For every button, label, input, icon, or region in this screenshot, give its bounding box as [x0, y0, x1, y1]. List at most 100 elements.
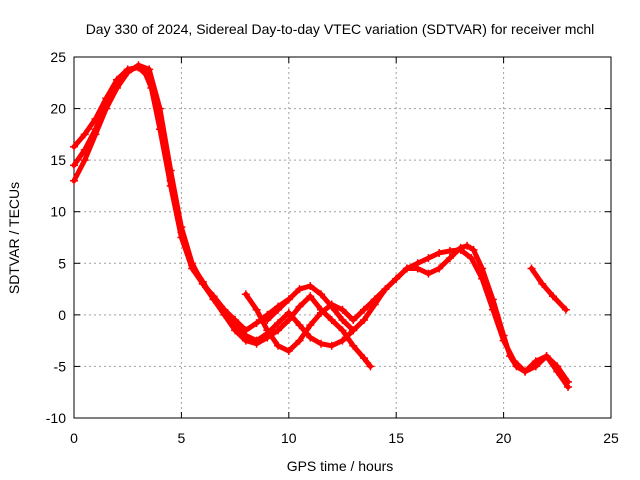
data-point — [467, 254, 476, 263]
y-tick-label: 10 — [50, 204, 66, 220]
data-point — [274, 326, 283, 335]
data-point — [134, 63, 143, 72]
data-point — [317, 339, 326, 348]
data-point — [402, 264, 411, 273]
data-point — [188, 261, 197, 270]
data-point — [198, 277, 207, 286]
data-point — [91, 125, 100, 134]
x-tick-label: 0 — [70, 430, 78, 446]
data-point — [263, 316, 272, 325]
data-point — [80, 156, 89, 165]
data-point — [220, 308, 229, 317]
axis-ticks — [73, 56, 612, 419]
data-point — [284, 316, 293, 325]
data-point — [166, 176, 175, 185]
data-point — [241, 290, 250, 299]
data-point — [521, 367, 530, 376]
data-point — [70, 161, 78, 170]
data-point — [231, 321, 240, 330]
data-point — [359, 305, 368, 314]
data-point — [317, 290, 326, 299]
data-point — [553, 362, 562, 371]
data-point — [527, 264, 536, 273]
data-point — [338, 336, 347, 345]
data-point — [413, 259, 422, 268]
data-point — [155, 114, 164, 123]
data-point — [349, 316, 358, 325]
tick-labels: 0 5 10 15 20 25 -10 -5 0 5 10 15 20 25 — [46, 49, 619, 446]
y-tick-label: 5 — [58, 255, 66, 271]
chart-title: Day 330 of 2024, Sidereal Day-to-day VTE… — [86, 21, 595, 37]
data-point — [338, 305, 347, 314]
y-tick-label: 0 — [58, 307, 66, 323]
data-point — [252, 336, 261, 345]
x-tick-label: 15 — [388, 430, 404, 446]
data-point — [445, 254, 454, 263]
data-point — [263, 326, 272, 335]
y-tick-label: -5 — [54, 358, 67, 374]
data-point — [561, 305, 570, 314]
data-point — [538, 279, 547, 288]
data-point — [349, 341, 358, 350]
y-tick-label: 25 — [50, 49, 66, 65]
series-arc-5 — [263, 245, 573, 386]
data-point — [274, 341, 283, 350]
data-point — [295, 321, 304, 330]
series-trace — [529, 265, 569, 313]
data-point — [488, 305, 497, 314]
data-point — [145, 73, 154, 82]
data-point — [327, 316, 336, 325]
data-point — [252, 319, 261, 328]
data-point — [338, 326, 347, 335]
data-point — [284, 308, 293, 317]
data-point — [392, 274, 401, 283]
data-point — [274, 319, 283, 328]
data-point — [456, 245, 465, 254]
y-tick-label: 15 — [50, 152, 66, 168]
x-tick-label: 20 — [496, 430, 512, 446]
data-point — [381, 285, 390, 294]
data-point — [123, 66, 132, 75]
data-point — [327, 302, 336, 311]
x-axis-title: GPS time / hours — [287, 458, 394, 474]
data-point — [463, 241, 472, 250]
data-point — [295, 302, 304, 311]
data-point — [317, 308, 326, 317]
data-point — [70, 176, 78, 185]
data-marks — [70, 61, 573, 392]
y-axis-title: SDTVAR / TECUs — [6, 182, 22, 294]
data-point — [366, 362, 375, 371]
data-point — [370, 300, 379, 309]
data-point — [284, 295, 293, 304]
data-point — [80, 130, 89, 139]
data-point — [241, 331, 250, 340]
y-tick-label: 20 — [50, 101, 66, 117]
x-tick-label: 25 — [603, 430, 619, 446]
data-point — [338, 316, 347, 325]
data-point — [435, 248, 444, 257]
data-point — [209, 295, 218, 304]
data-point — [542, 352, 551, 361]
series-arc-6 — [527, 264, 570, 314]
data-point — [80, 145, 89, 154]
data-point — [306, 333, 315, 342]
data-point — [549, 292, 558, 301]
data-point — [424, 269, 433, 278]
data-point — [295, 285, 304, 294]
data-point — [349, 326, 358, 335]
data-point — [145, 65, 154, 74]
data-point — [499, 336, 508, 345]
data-point — [284, 346, 293, 355]
data-point — [306, 281, 315, 290]
data-point — [102, 99, 111, 108]
data-point — [435, 264, 444, 273]
data-point — [177, 228, 186, 237]
data-point — [359, 354, 368, 363]
data-point — [274, 305, 283, 314]
data-point — [306, 321, 315, 330]
data-point — [252, 305, 261, 314]
data-point — [112, 78, 121, 87]
x-tick-label: 10 — [281, 430, 297, 446]
